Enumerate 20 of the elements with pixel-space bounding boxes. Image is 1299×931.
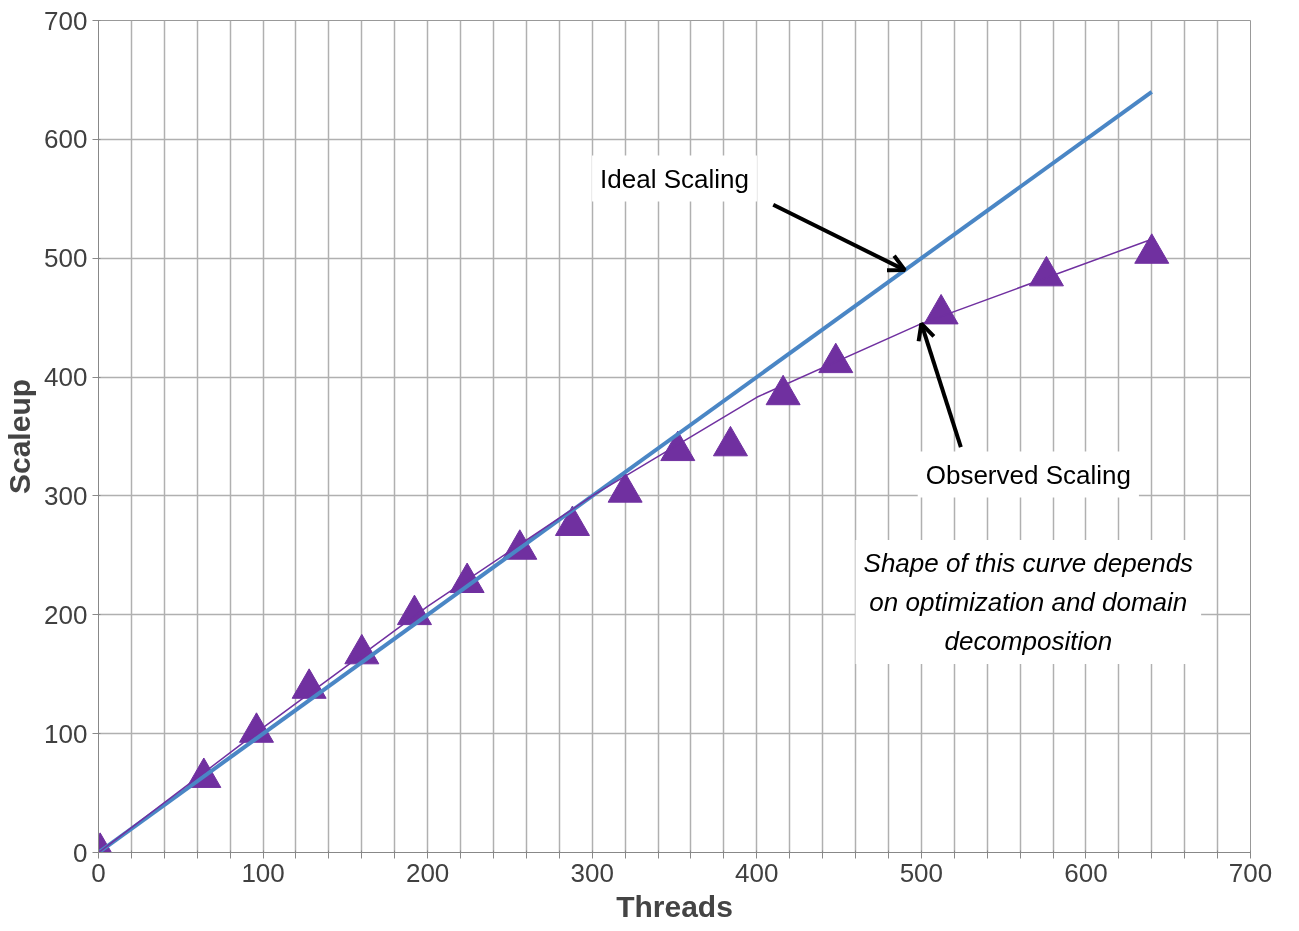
annotation: Shape of this curve depends on optimization and domain decomposition (863, 547, 1194, 656)
annotation: Observed Scaling (925, 459, 1131, 490)
x-tick-label: 700 (1228, 857, 1273, 888)
y-axis-title: Scaleup (3, 378, 37, 495)
x-tick-label: 600 (1064, 857, 1108, 888)
y-tick-label: 700 (44, 5, 88, 36)
x-tick-label: 200 (405, 857, 450, 888)
y-tick-label: 400 (44, 362, 88, 393)
y-tick-label: 200 (44, 599, 88, 630)
x-tick-label: 400 (735, 857, 779, 888)
y-tick-label: 600 (44, 124, 88, 155)
y-tick-label: 500 (44, 243, 88, 274)
x-tick-label: 100 (241, 857, 285, 888)
y-tick-label: 100 (44, 718, 88, 749)
annotation: Ideal Scaling (600, 163, 749, 194)
y-tick-label: 300 (44, 480, 88, 511)
y-tick-label: 0 (73, 837, 88, 868)
x-axis-title: Threads (616, 889, 733, 923)
x-tick-label: 300 (570, 857, 614, 888)
x-tick-label: 500 (899, 857, 944, 888)
